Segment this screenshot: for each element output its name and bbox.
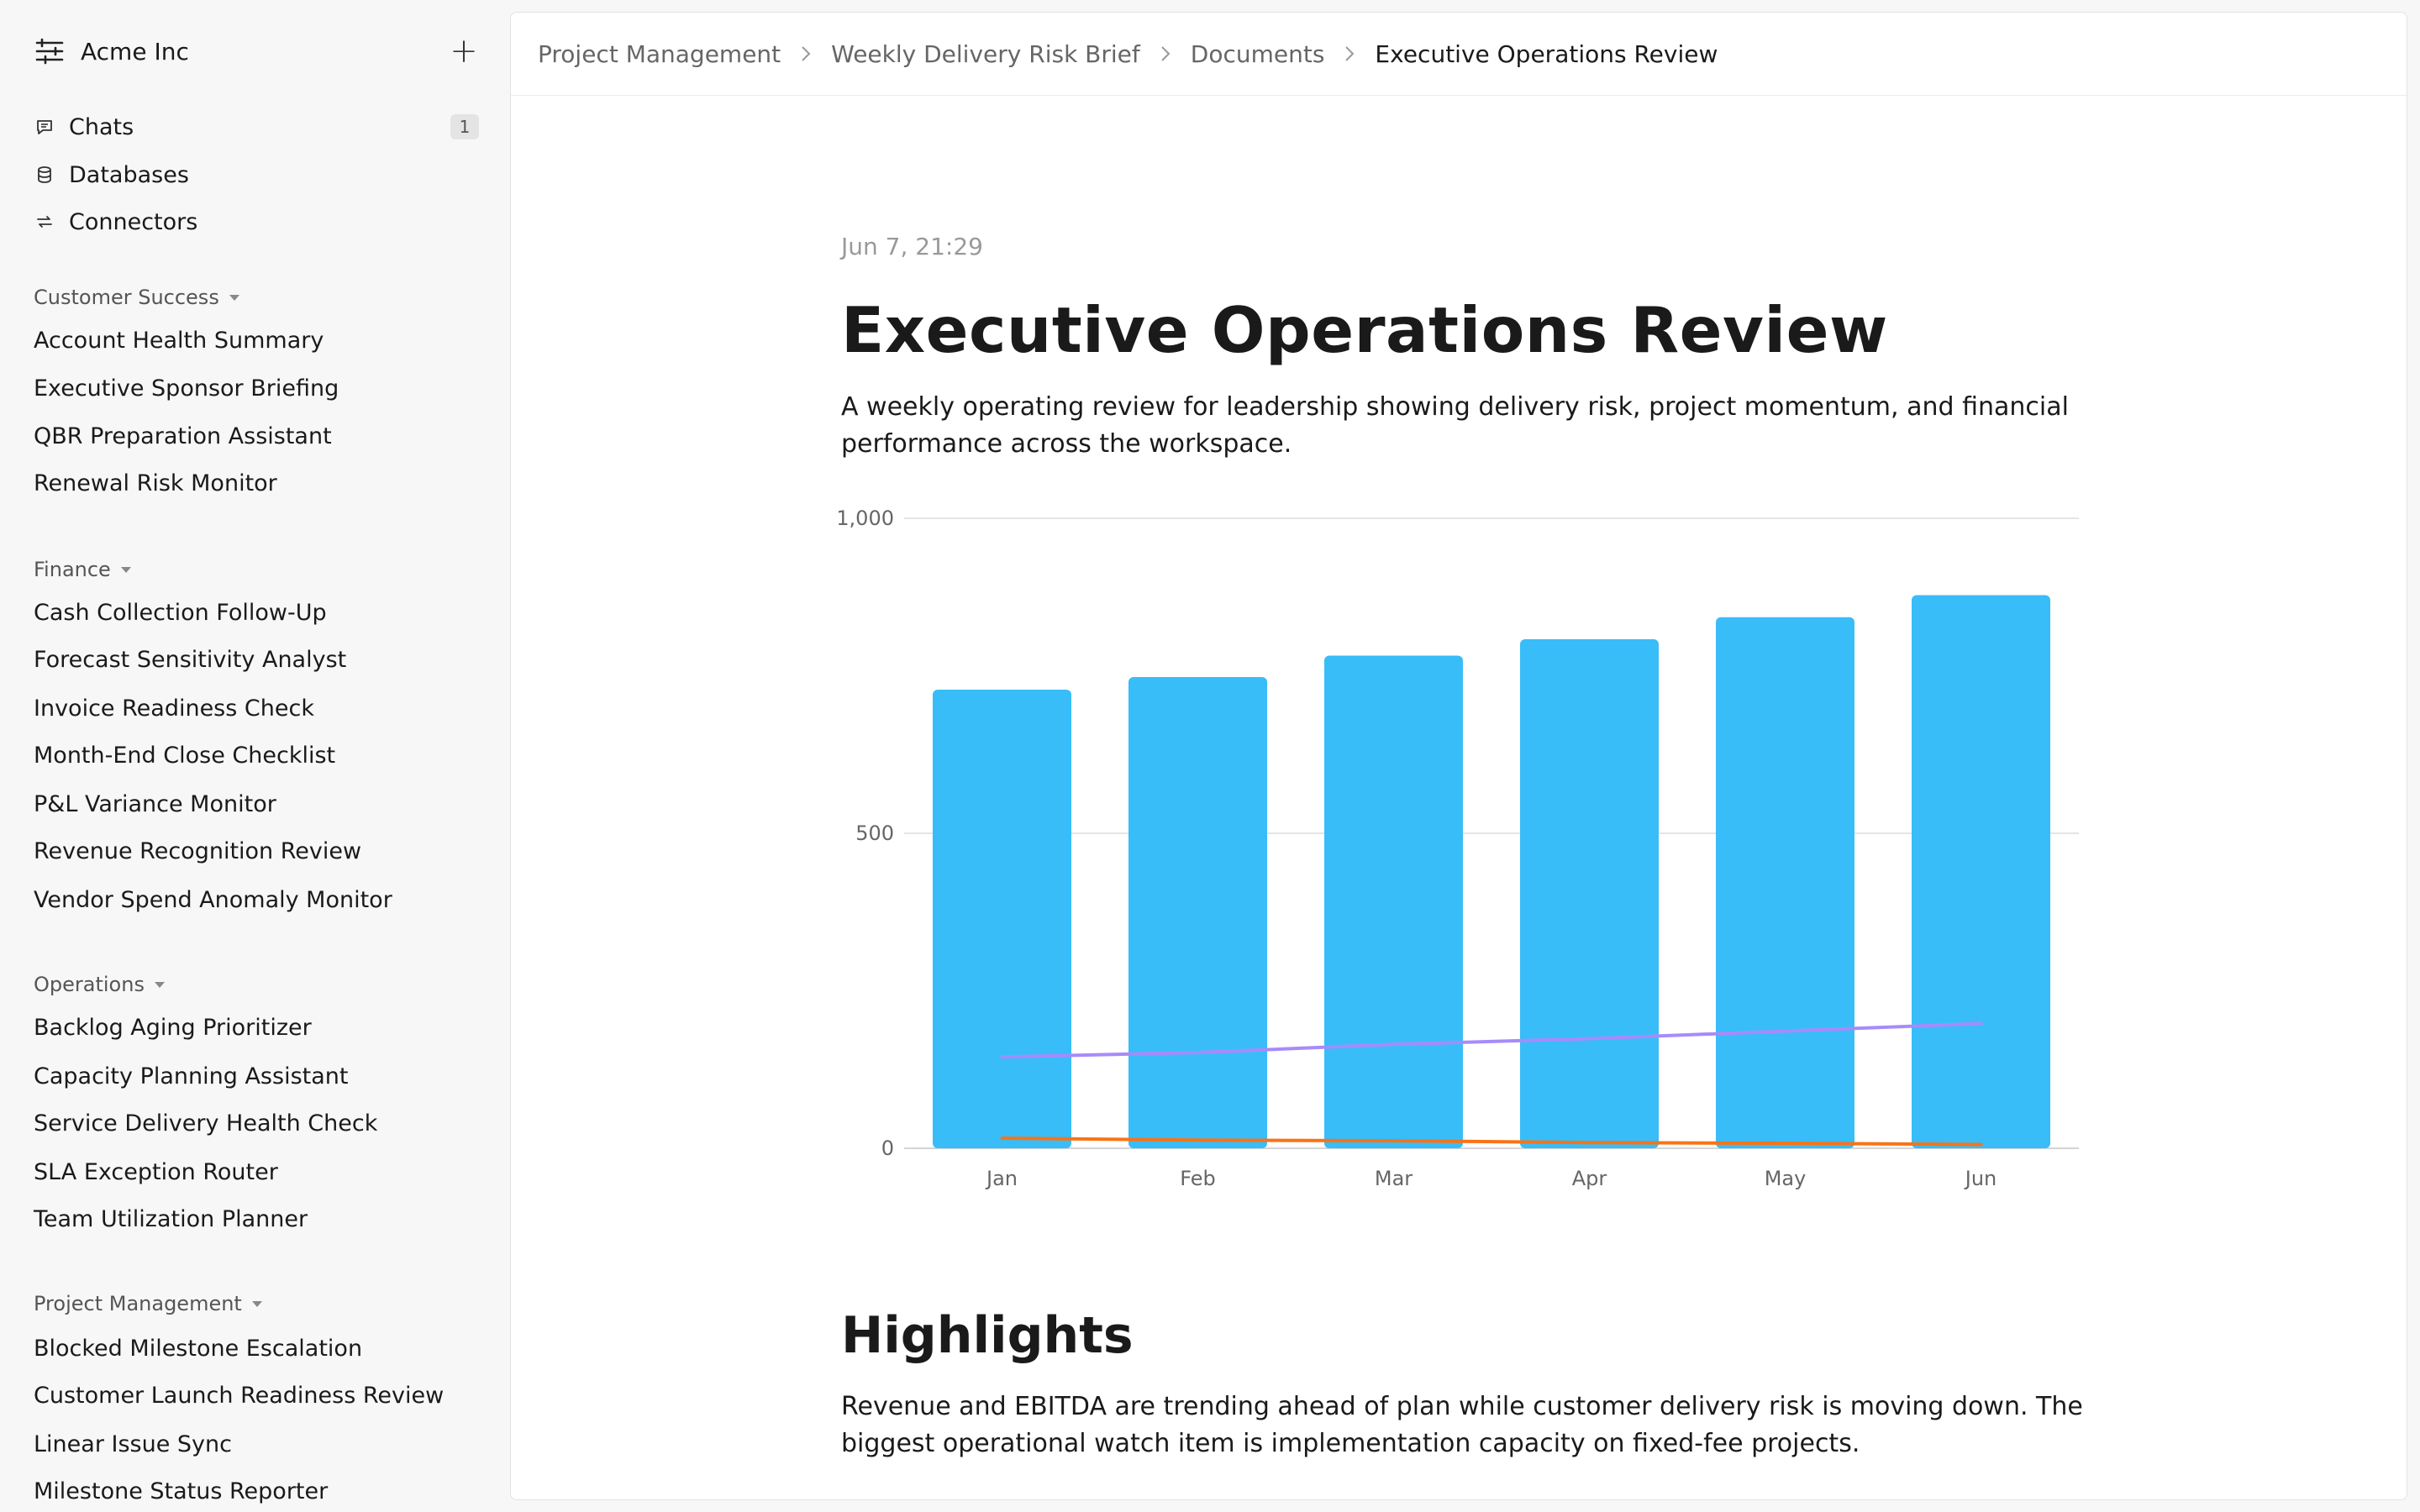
main-panel: Project Management Weekly Delivery Risk … [510,12,2407,1500]
section-project-management[interactable]: Project Management [34,1292,262,1315]
sidebar-item[interactable]: Renewal Risk Monitor [34,470,277,496]
nav-item-label: Connectors [69,208,198,235]
section-title: Project Management [34,1292,242,1315]
x-tick-label: May [1765,1167,1807,1190]
sidebar-item[interactable]: SLA Exception Router [34,1159,278,1185]
workspace-name: Acme Inc [81,37,189,66]
sidebar-item[interactable]: QBR Preparation Assistant [34,423,332,449]
document-description: A weekly operating review for leadership… [841,392,2069,459]
x-tick-label: Feb [1180,1167,1216,1190]
highlights-text: Revenue and EBITDA are trending ahead of… [841,1392,2083,1458]
x-tick-label: Mar [1375,1167,1413,1190]
nav-item-label: Chats [69,113,134,140]
connectors-icon [34,211,55,233]
bar [1520,639,1659,1148]
x-tick-label: Jun [1964,1167,1997,1190]
sidebar-item[interactable]: Invoice Readiness Check [34,696,314,722]
bar [1716,617,1854,1148]
bar [1128,677,1267,1148]
sidebar-item[interactable]: Forecast Sensitivity Analyst [34,647,347,673]
caret-down-icon [229,294,239,301]
caret-down-icon [120,566,131,573]
sidebar-item[interactable]: Vendor Spend Anomaly Monitor [34,887,392,913]
operations-chart: 0 500 1,000 Jan Feb Mar Apr May Jun [836,507,2079,1190]
chevron-right-icon [1155,44,1176,64]
y-tick-label: 500 [855,822,894,845]
nav-item-label: Databases [69,161,189,188]
sidebar-item[interactable]: Linear Issue Sync [34,1431,232,1457]
sidebar-item[interactable]: Team Utilization Planner [34,1206,308,1232]
series-line [1000,1137,1983,1147]
bar [933,690,1071,1148]
section-finance[interactable]: Finance [34,558,131,581]
breadcrumb-item[interactable]: Documents [1190,39,1325,68]
section-title: Operations [34,973,145,996]
sidebar-item[interactable]: Month-End Close Checklist [34,743,336,769]
highlights-heading: Highlights [841,1306,1134,1365]
nav-item-databases[interactable]: Databases [34,156,479,193]
sidebar-item[interactable]: Revenue Recognition Review [34,838,362,864]
breadcrumb-item[interactable]: Project Management [538,39,781,68]
workspace-header[interactable]: Acme Inc + [34,30,481,72]
bar [1324,655,1463,1148]
x-tick-label: Jan [985,1167,1018,1190]
sidebar-item[interactable]: Cash Collection Follow-Up [34,600,327,626]
breadcrumb-current: Executive Operations Review [1375,39,1718,68]
section-title: Finance [34,558,111,581]
chevron-right-icon [796,44,816,64]
x-tick-label: Apr [1572,1167,1607,1190]
sidebar: Acme Inc + Chats 1 Databases Connectors … [0,0,509,1512]
document-date: Jun 7, 21:29 [841,233,983,260]
series-line [1000,1021,1983,1059]
workspace-logo-icon [34,35,66,67]
breadcrumb: Project Management Weekly Delivery Risk … [538,40,1718,68]
caret-down-icon [154,981,165,988]
chevron-right-icon [1339,44,1360,64]
section-operations[interactable]: Operations [34,973,165,996]
caret-down-icon [251,1300,262,1307]
chart-container: 0 500 1,000 Jan Feb Mar Apr May Jun [833,491,2093,1205]
sidebar-item[interactable]: Customer Launch Readiness Review [34,1383,445,1409]
breadcrumb-item[interactable]: Weekly Delivery Risk Brief [831,39,1140,68]
y-tick-label: 1,000 [836,507,894,530]
sidebar-item[interactable]: Milestone Status Reporter [34,1478,329,1504]
section-customer-success[interactable]: Customer Success [34,286,239,309]
add-icon[interactable]: + [450,32,478,71]
page-title: Executive Operations Review [841,293,1888,367]
sidebar-item[interactable]: P&L Variance Monitor [34,791,276,817]
sidebar-item[interactable]: Executive Sponsor Briefing [34,375,339,402]
sidebar-item[interactable]: Capacity Planning Assistant [34,1063,349,1089]
chat-icon [34,116,55,138]
section-title: Customer Success [34,286,219,309]
nav-item-connectors[interactable]: Connectors [34,203,479,240]
y-tick-label: 0 [881,1137,894,1160]
sidebar-item[interactable]: Blocked Milestone Escalation [34,1336,363,1362]
breadcrumb-bar: Project Management Weekly Delivery Risk … [511,13,2407,96]
sidebar-item[interactable]: Service Delivery Health Check [34,1110,378,1137]
bar [1912,595,2050,1148]
database-icon [34,164,55,186]
sidebar-item[interactable]: Account Health Summary [34,328,324,354]
chats-count-badge: 1 [450,114,479,139]
sidebar-item[interactable]: Backlog Aging Prioritizer [34,1015,312,1041]
nav-item-chats[interactable]: Chats 1 [34,108,479,145]
